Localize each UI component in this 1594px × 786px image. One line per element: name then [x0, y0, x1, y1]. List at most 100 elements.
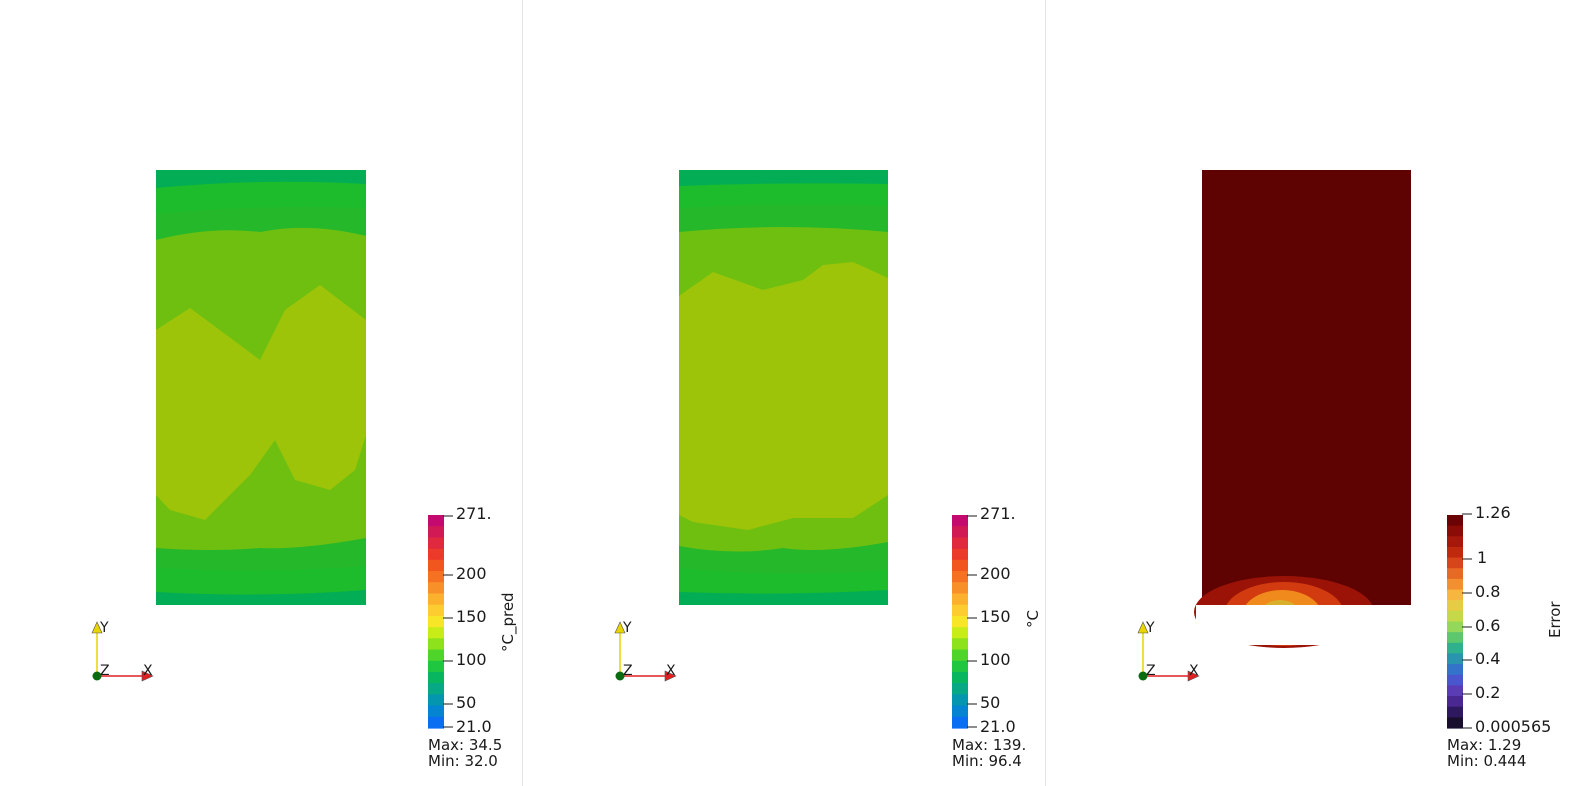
colorbar-swatch	[428, 526, 444, 539]
z-axis-origin-icon	[92, 671, 102, 681]
colorbar-swatch	[1447, 610, 1463, 623]
colorbar-tick-label: 50	[980, 693, 1001, 712]
colorbar-tick-label: 50	[456, 693, 477, 712]
colorbar-swatch	[952, 705, 968, 718]
viewport-error[interactable]: Y Z X 1.26 1 0.8 0.6 0.4 0.2 0.000565 Er…	[1046, 0, 1594, 786]
colorbar-swatch	[1447, 642, 1463, 655]
colorbar-swatch	[428, 559, 444, 572]
colorbar-tick-label: 100	[456, 650, 487, 669]
temperature-contour-mesh	[156, 170, 366, 605]
colorbar-swatch	[1447, 546, 1463, 559]
error-field-render[interactable]	[1046, 0, 1594, 786]
colorbar-swatch	[952, 604, 968, 617]
colorbar-swatch	[952, 559, 968, 572]
colorbar-swatch	[428, 705, 444, 718]
colorbar-tick-label: 150	[456, 607, 487, 626]
temperature-contour-mesh	[679, 170, 888, 605]
colorbar-swatch	[428, 671, 444, 684]
colorbar-tick-label: 0.4	[1475, 649, 1501, 668]
axis-label-z: Z	[100, 663, 110, 679]
ground-truth-field-render[interactable]	[523, 0, 1045, 786]
viewport-predicted[interactable]: Y Z X 271. 200 150 100 50 21.0 °C_pred M…	[0, 0, 522, 786]
viewport-ground-truth[interactable]: Y Z X 271. 200 150 100 50 21.0 °C Max: 1…	[523, 0, 1045, 786]
colorbar-swatch	[952, 660, 968, 673]
colorbar-min-label: 21.0	[456, 717, 492, 736]
colorbar-swatch	[1447, 685, 1463, 697]
predicted-field-render[interactable]	[0, 0, 522, 786]
colorbar-swatch	[1447, 632, 1463, 644]
colorbar-swatch	[1447, 515, 1463, 527]
x-arrow-icon	[141, 670, 154, 682]
colorbar-min-label: 0.000565	[1475, 717, 1552, 736]
colorbar-swatch	[1447, 664, 1463, 676]
axis-label-y: Y	[100, 620, 109, 636]
colorbar-max-label: 1.26	[1475, 503, 1511, 522]
colorbar-swatch	[1447, 557, 1463, 569]
colorbar-tick-label: 150	[980, 607, 1011, 626]
colorbar-swatch	[428, 683, 444, 695]
colorbar-swatch	[952, 526, 968, 539]
colorbar-predicted[interactable]	[0, 0, 522, 786]
colorbar-swatch	[428, 627, 444, 639]
data-range-min: Min: 96.4	[952, 752, 1022, 770]
colorbar-swatch	[952, 694, 968, 707]
colorbar-swatch	[952, 716, 968, 729]
colorbar-swatch	[1447, 717, 1463, 729]
colorbar-swatch	[428, 593, 444, 606]
viewport-divider	[1045, 0, 1046, 786]
colorbar-swatch	[952, 548, 968, 561]
colorbar-swatch	[1447, 674, 1463, 686]
colorbar-swatches	[1447, 515, 1463, 729]
colorbar-swatch	[952, 671, 968, 684]
colorbar-swatch	[1447, 589, 1463, 601]
colorbar-swatch	[952, 683, 968, 695]
axis-label-y: Y	[623, 620, 632, 636]
colorbar-max-label: 271.	[980, 504, 1016, 523]
y-arrow-icon	[91, 621, 103, 634]
colorbar-swatch	[952, 649, 968, 662]
colorbar-tick-label: 0.8	[1475, 582, 1501, 601]
colorbar-swatch	[428, 694, 444, 707]
colorbar-tick-label: 100	[980, 650, 1011, 669]
data-range-min: Min: 32.0	[428, 752, 498, 770]
colorbar-swatch	[952, 627, 968, 639]
colorbar-swatch	[1447, 696, 1463, 708]
z-axis-origin-icon	[615, 671, 625, 681]
colorbar-swatch	[952, 571, 968, 583]
colorbar-title: Error	[1546, 601, 1564, 638]
colorbar-swatch	[952, 615, 968, 628]
colorbar-swatch	[428, 615, 444, 628]
data-range-max: Max: 1.29	[1447, 736, 1522, 754]
colorbar-swatch	[428, 660, 444, 673]
colorbar-swatch	[1447, 536, 1463, 548]
colorbar-min-label: 21.0	[980, 717, 1016, 736]
colorbar-tick-label: 1	[1477, 548, 1488, 567]
error-contour-mesh	[1194, 170, 1418, 648]
colorbar-swatch	[1447, 621, 1463, 633]
colorbar-swatch	[428, 582, 444, 595]
colorbar-tick-label: 200	[456, 564, 487, 583]
data-range-min: Min: 0.444	[1447, 752, 1527, 770]
axis-label-z: Z	[623, 663, 633, 679]
colorbar-swatch	[1447, 706, 1463, 718]
colorbar-swatch	[428, 716, 444, 729]
axis-label-x: X	[1189, 663, 1199, 679]
axis-label-x: X	[666, 663, 676, 679]
colorbar-tick-label: 0.6	[1475, 616, 1501, 635]
colorbar-swatch	[1447, 568, 1463, 580]
y-arrow-icon	[614, 621, 626, 634]
colorbar-swatch	[952, 582, 968, 595]
colorbar-swatch	[1447, 525, 1463, 537]
colorbar-swatches	[952, 515, 968, 729]
colorbar-error[interactable]	[1046, 0, 1594, 786]
colorbar-swatch	[1447, 600, 1463, 612]
colorbar-swatch	[428, 604, 444, 617]
colorbar-ground-truth[interactable]	[523, 0, 1045, 786]
y-arrow-icon	[1137, 621, 1149, 634]
colorbar-swatch	[428, 649, 444, 662]
colorbar-swatch	[428, 548, 444, 561]
axes-triad	[91, 621, 154, 682]
colorbar-swatch	[428, 515, 444, 527]
axis-label-y: Y	[1146, 620, 1155, 636]
colorbar-swatch	[952, 515, 968, 527]
